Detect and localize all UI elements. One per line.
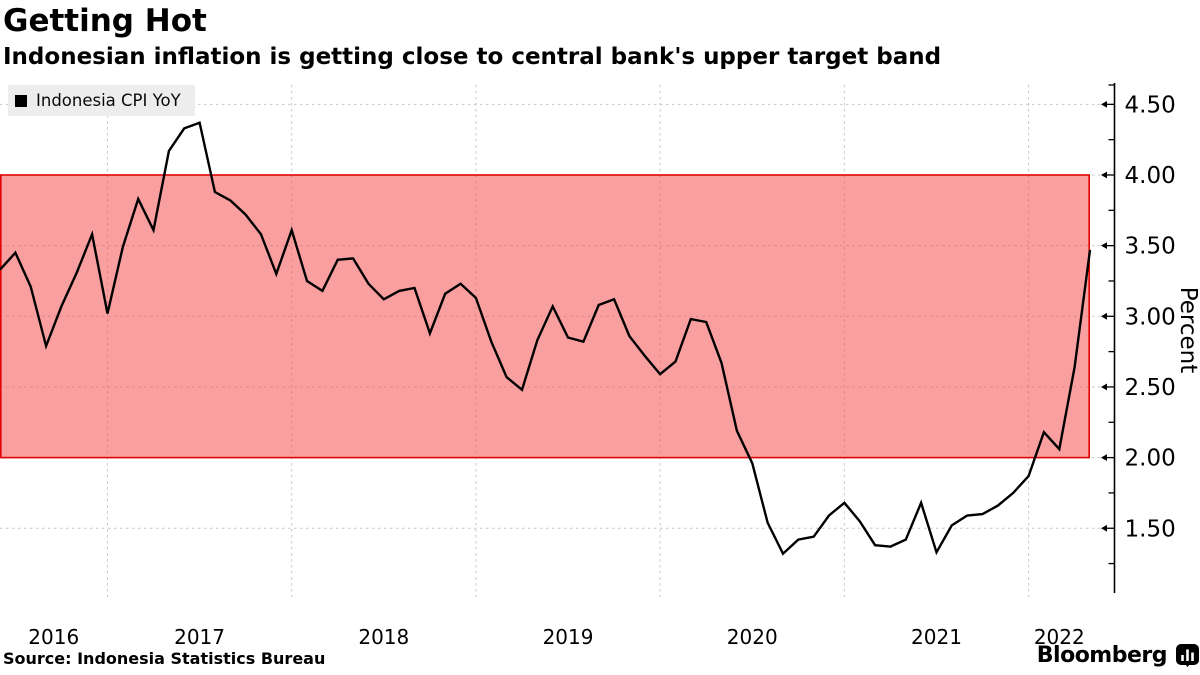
y-tick-arrow-icon [1101, 312, 1107, 320]
legend: Indonesia CPI YoY [8, 85, 195, 116]
legend-swatch-icon [15, 94, 27, 107]
source-note: Source: Indonesia Statistics Bureau [3, 649, 326, 668]
y-tick-label: 3.50 [1125, 234, 1176, 260]
x-year-label: 2017 [174, 625, 225, 649]
x-year-label: 2016 [28, 625, 79, 649]
y-tick-arrow-icon [1101, 242, 1107, 250]
y-tick-label: 2.50 [1125, 375, 1176, 401]
y-tick-arrow-icon [1101, 454, 1107, 461]
x-year-label: 2020 [727, 625, 778, 649]
legend-label: Indonesia CPI YoY [36, 91, 181, 110]
x-year-label: 2022 [1034, 625, 1085, 649]
y-tick-arrow-icon [1101, 171, 1107, 179]
y-axis-title: Percent [1175, 287, 1200, 374]
y-tick-label: 3.00 [1125, 304, 1176, 330]
x-year-label: 2018 [358, 625, 409, 649]
bloomberg-logo: Bloomberg [1037, 643, 1199, 668]
y-tick-label: 2.00 [1125, 446, 1176, 472]
x-year-label: 2019 [543, 625, 594, 649]
y-tick-arrow-icon [1101, 383, 1107, 391]
chart-subtitle: Indonesian inflation is getting close to… [3, 44, 942, 70]
page-title: Getting Hot [3, 3, 207, 39]
y-tick-label: 4.50 [1125, 92, 1176, 118]
bloomberg-chart-icon [1176, 644, 1199, 667]
cpi-line [0, 121, 1092, 556]
y-tick-label: 4.00 [1125, 163, 1176, 189]
y-tick-arrow-icon [1101, 100, 1107, 108]
x-year-label: 2021 [911, 625, 962, 649]
bloomberg-wordmark: Bloomberg [1036, 643, 1168, 668]
y-tick-arrow-icon [1101, 524, 1107, 532]
y-tick-label: 1.50 [1125, 516, 1176, 542]
target-band [0, 174, 1091, 459]
